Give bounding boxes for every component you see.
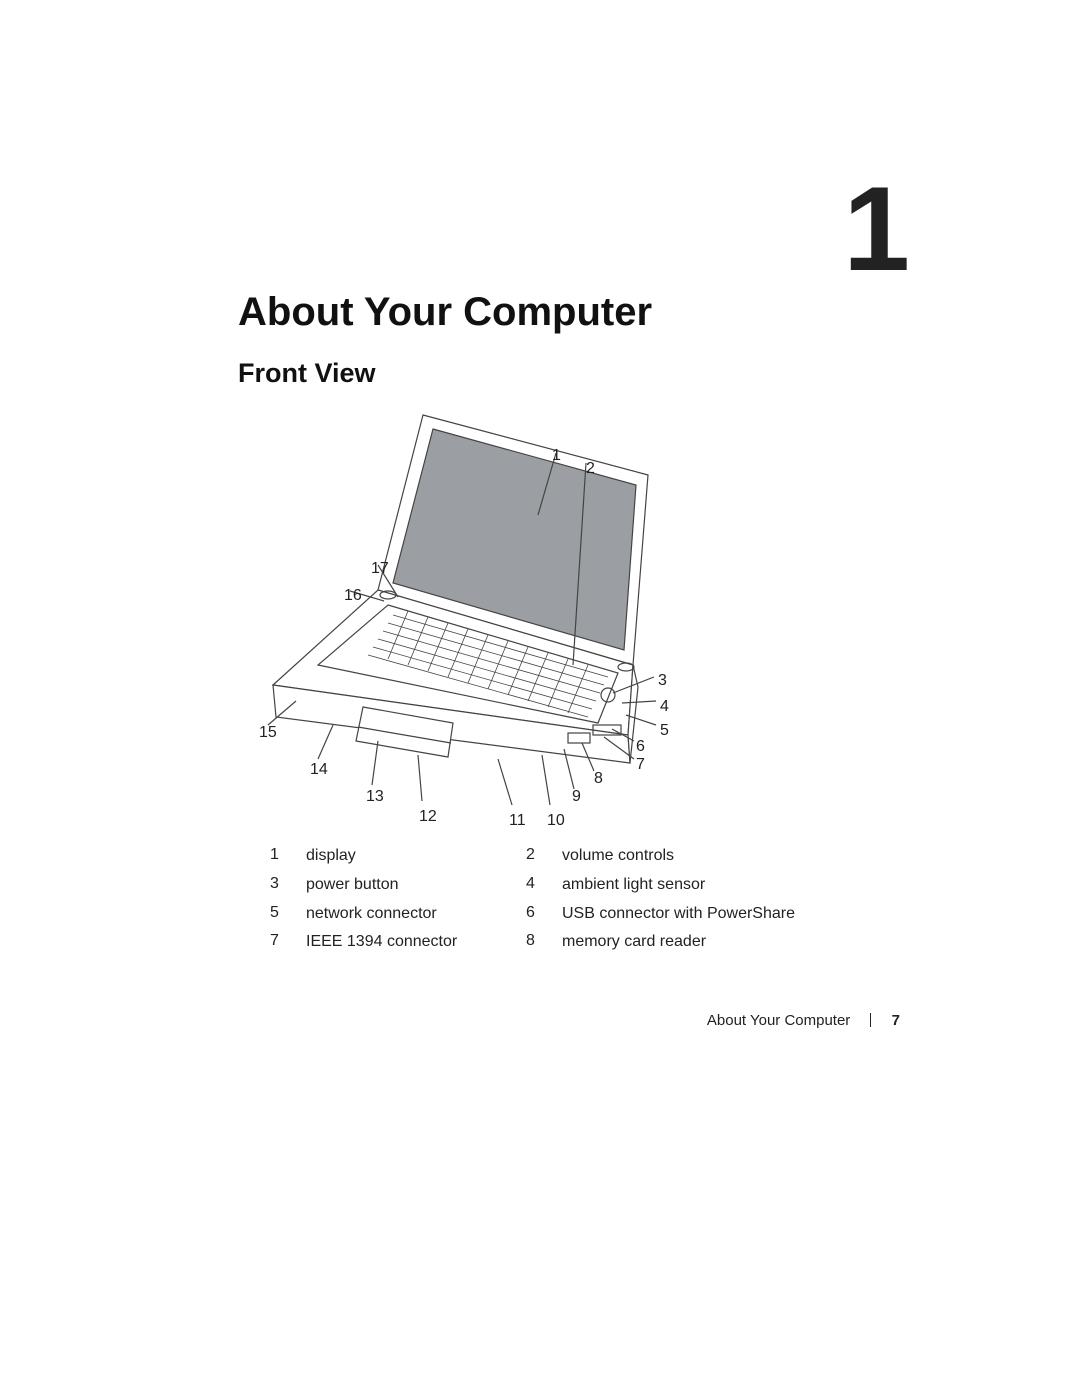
callout-16: 16 bbox=[344, 587, 362, 605]
callout-4: 4 bbox=[660, 698, 669, 716]
callout-3: 3 bbox=[658, 672, 667, 690]
callout-14: 14 bbox=[310, 761, 328, 779]
callout-15: 15 bbox=[259, 724, 277, 742]
legend-num: 3 bbox=[270, 875, 306, 893]
legend-num: 7 bbox=[270, 932, 306, 950]
callout-2: 2 bbox=[586, 460, 595, 478]
legend-label: volume controls bbox=[562, 846, 822, 867]
callout-12: 12 bbox=[419, 808, 437, 826]
legend-num: 1 bbox=[270, 846, 306, 864]
legend-num: 2 bbox=[526, 846, 562, 864]
legend-label: USB connector with PowerShare bbox=[562, 904, 822, 925]
callout-6: 6 bbox=[636, 738, 645, 756]
legend-label: memory card reader bbox=[562, 932, 822, 953]
footer-section: About Your Computer bbox=[707, 1012, 850, 1029]
section-title: Front View bbox=[238, 358, 376, 389]
callout-9: 9 bbox=[572, 788, 581, 806]
callout-10: 10 bbox=[547, 812, 565, 830]
callout-7: 7 bbox=[636, 756, 645, 774]
legend-label: power button bbox=[306, 875, 526, 896]
legend-row: 1 display 2 volume controls bbox=[270, 842, 830, 871]
legend-row: 7 IEEE 1394 connector 8 memory card read… bbox=[270, 928, 830, 957]
legend-label: network connector bbox=[306, 904, 526, 925]
chapter-number: 1 bbox=[843, 160, 910, 298]
callout-11: 11 bbox=[509, 812, 526, 830]
legend-label: display bbox=[306, 846, 526, 867]
legend-num: 4 bbox=[526, 875, 562, 893]
callout-17: 17 bbox=[371, 560, 389, 578]
callout-5: 5 bbox=[660, 722, 669, 740]
callout-1: 1 bbox=[552, 447, 561, 465]
footer-page-number: 7 bbox=[892, 1012, 900, 1029]
legend-num: 6 bbox=[526, 904, 562, 922]
legend-label: ambient light sensor bbox=[562, 875, 822, 896]
legend-row: 5 network connector 6 USB connector with… bbox=[270, 900, 830, 929]
manual-page: 1 About Your Computer Front View bbox=[0, 0, 1080, 1397]
page-footer: About Your Computer 7 bbox=[0, 1012, 1080, 1029]
callout-8: 8 bbox=[594, 770, 603, 788]
legend-row: 3 power button 4 ambient light sensor bbox=[270, 871, 830, 900]
page-title: About Your Computer bbox=[238, 290, 652, 335]
legend-label: IEEE 1394 connector bbox=[306, 932, 526, 953]
callout-13: 13 bbox=[366, 788, 384, 806]
legend-table: 1 display 2 volume controls 3 power butt… bbox=[270, 842, 830, 957]
legend-num: 8 bbox=[526, 932, 562, 950]
footer-separator bbox=[870, 1013, 871, 1027]
legend-num: 5 bbox=[270, 904, 306, 922]
